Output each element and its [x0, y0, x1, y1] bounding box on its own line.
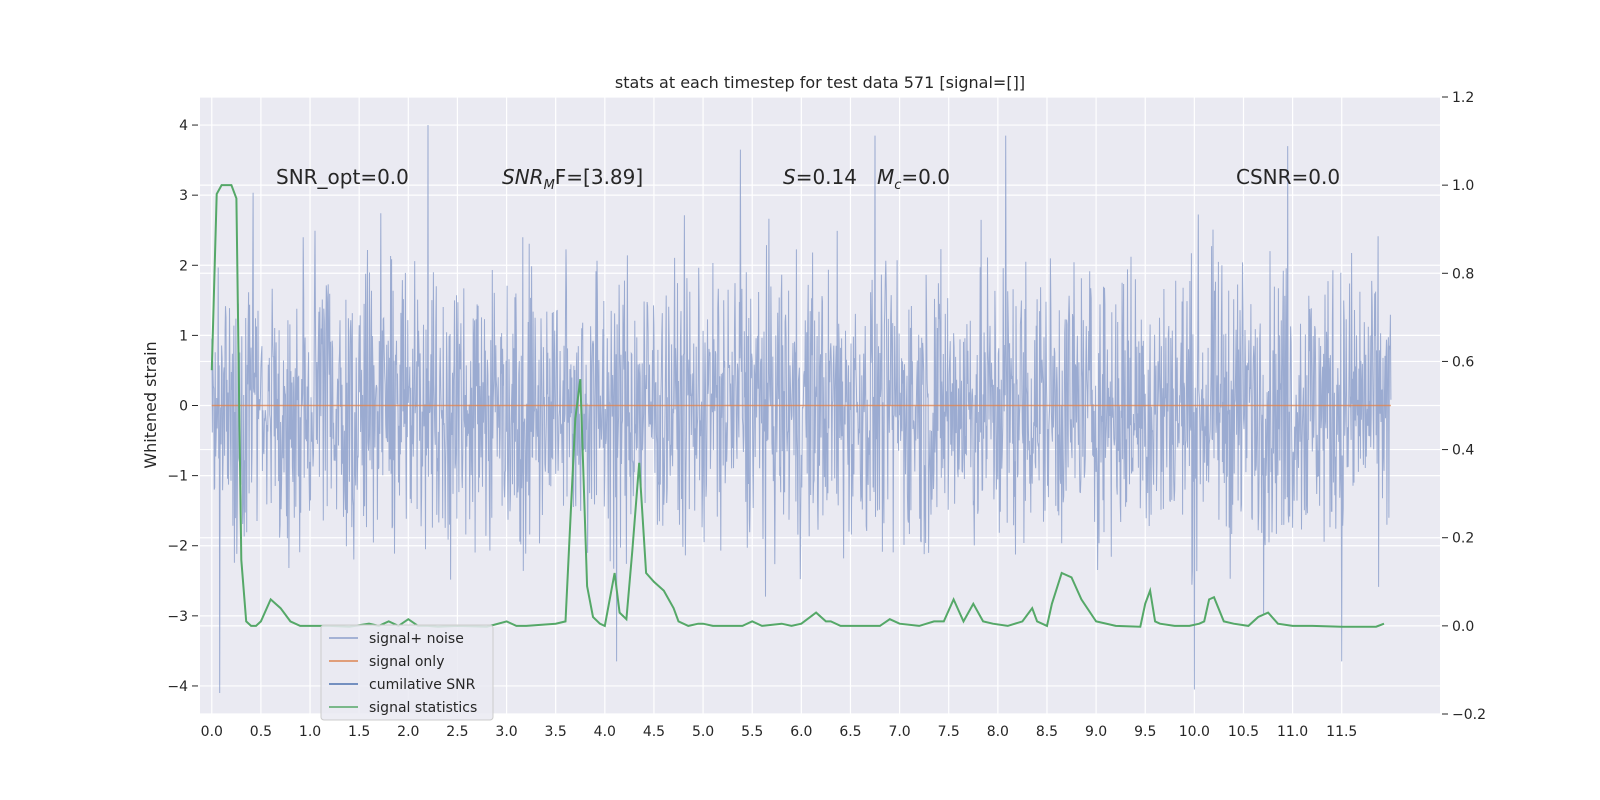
- y-tick-label: −3: [167, 609, 188, 625]
- annotation-csnr: CSNR=0.0: [1236, 165, 1340, 189]
- x-tick-label: 9.0: [1085, 724, 1107, 740]
- y2-axis-ticks: −0.2 0.0 0.2 0.4 0.6 0.8 1.0 1.2: [1442, 90, 1486, 723]
- y2-tick-label: 1.0: [1452, 178, 1474, 194]
- x-tick-label: 3.0: [495, 724, 517, 740]
- annotation-snr-opt: SNR_opt=0.0: [276, 165, 409, 189]
- y-axis-label: Whitened strain: [141, 341, 160, 468]
- x-tick-label: 2.0: [397, 724, 419, 740]
- x-tick-label: 4.5: [643, 724, 665, 740]
- y2-tick-label: 0.8: [1452, 266, 1474, 282]
- annotation-snr-mf-subscript: M: [544, 178, 555, 193]
- y2-tick-label: 1.2: [1452, 90, 1474, 106]
- series-signal-noise: [211, 124, 1392, 694]
- x-tick-label: 10.0: [1179, 724, 1210, 740]
- annotation-mc-subscript: c: [894, 178, 901, 193]
- legend-label-cumulative-snr: cumilative SNR: [369, 677, 476, 693]
- legend-label-signal-noise: signal+ noise: [369, 631, 464, 647]
- chart-title: stats at each timestep for test data 571…: [615, 73, 1025, 92]
- legend-label-signal-statistics: signal statistics: [369, 700, 477, 716]
- legend-box: [320, 624, 494, 721]
- x-tick-label: 11.5: [1326, 724, 1357, 740]
- x-axis-ticks: 0.0 0.5 1.0 1.5 2.0 2.5 3.0 3.5 4.0 4.5 5.0 5.5 6.0 6…: [201, 724, 1358, 740]
- x-tick-label: 2.5: [446, 724, 468, 740]
- annotation-snr-mf-symbol: SNR: [502, 165, 544, 189]
- x-tick-label: 7.0: [888, 724, 910, 740]
- annotation-snr-mf: SNRMF=[3.89]: [502, 165, 643, 193]
- y-tick-label: 4: [179, 118, 188, 134]
- y2-tick-label: 0.4: [1452, 443, 1474, 459]
- x-tick-label: 4.0: [594, 724, 616, 740]
- annotation-mc: Mc=0.0: [877, 165, 950, 193]
- y2-tick-label: 0.6: [1452, 354, 1474, 370]
- y-tick-label: 2: [179, 258, 188, 274]
- x-tick-label: 5.0: [692, 724, 714, 740]
- x-tick-label: 11.0: [1277, 724, 1308, 740]
- y-tick-label: −4: [167, 679, 188, 695]
- y2-tick-label: 0.0: [1452, 619, 1474, 635]
- x-tick-label: 10.5: [1228, 724, 1259, 740]
- annotation-mc-symbol: M: [877, 165, 894, 189]
- x-tick-label: 1.0: [299, 724, 321, 740]
- annotation-s-symbol: S: [783, 165, 796, 189]
- x-tick-label: 0.0: [201, 724, 223, 740]
- legend-label-signal-only: signal only: [369, 654, 444, 670]
- x-tick-label: 9.5: [1134, 724, 1156, 740]
- y-tick-label: 0: [179, 399, 188, 415]
- annotation-mc-value: =0.0: [901, 165, 950, 189]
- legend: signal+ noise signal only cumilative SNR…: [320, 624, 494, 721]
- annotation-s-stat: S=0.14: [783, 165, 857, 189]
- y-tick-label: 3: [179, 188, 188, 204]
- y2-tick-label: 0.2: [1452, 531, 1474, 547]
- y2-tick-label: −0.2: [1452, 707, 1486, 723]
- x-tick-label: 5.5: [741, 724, 763, 740]
- x-tick-label: 1.5: [348, 724, 370, 740]
- y-tick-label: −2: [167, 539, 188, 555]
- y-tick-label: 1: [179, 328, 188, 344]
- x-tick-label: 6.5: [839, 724, 861, 740]
- x-tick-label: 8.0: [987, 724, 1009, 740]
- y-axis-ticks: −4 −3 −2 −1 0 1 2 3 4: [167, 118, 198, 695]
- x-tick-label: 8.5: [1036, 724, 1058, 740]
- y-tick-label: −1: [167, 469, 188, 485]
- noise-series-group: [211, 124, 1392, 694]
- annotation-s-value: =0.14: [796, 165, 857, 189]
- annotation-snr-mf-value: F=[3.89]: [555, 165, 643, 189]
- x-tick-label: 3.5: [545, 724, 567, 740]
- x-tick-label: 7.5: [938, 724, 960, 740]
- x-tick-label: 0.5: [250, 724, 272, 740]
- x-tick-label: 6.0: [790, 724, 812, 740]
